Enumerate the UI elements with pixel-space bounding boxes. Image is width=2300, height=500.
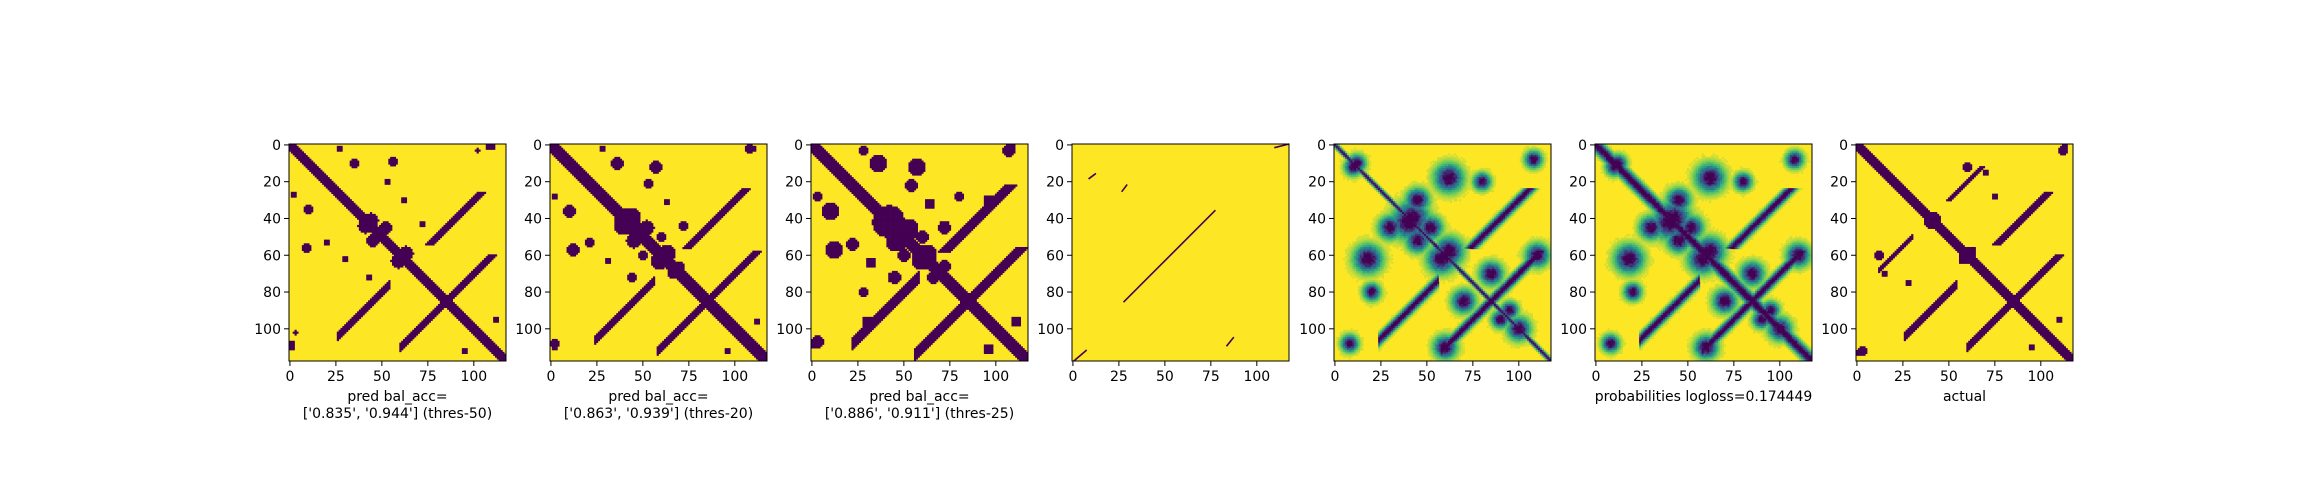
heatmap-cell xyxy=(818,199,820,201)
heatmap-cell xyxy=(405,201,407,203)
heatmap-cell xyxy=(644,258,646,260)
heatmap-cell xyxy=(881,170,883,172)
heatmap-cell xyxy=(340,150,342,152)
heatmap-cell xyxy=(649,186,651,188)
heatmap-cell xyxy=(574,254,576,256)
heatmap-cell xyxy=(309,212,311,214)
x-tick-label: 100 xyxy=(721,369,748,385)
heatmap-cell xyxy=(833,218,835,220)
heatmap-cell xyxy=(295,195,297,197)
heatmap-cell xyxy=(401,265,403,267)
heatmap-cell xyxy=(657,354,659,356)
heatmap-cell xyxy=(466,352,468,354)
x-tick-label: 75 xyxy=(419,369,437,385)
heatmap-panel-3: 0 25 50 75 100020406080100pred bal_acc=['0.8… xyxy=(776,138,1028,422)
x-axis-label: ['0.863', '0.939'] (thres-20) xyxy=(564,406,753,422)
x-tick-label: 25 xyxy=(588,369,606,385)
y-tick-label: 20 xyxy=(263,175,281,191)
y-tick-label: 60 xyxy=(524,248,542,264)
y-tick-label: 100 xyxy=(254,322,281,338)
heatmap-cell xyxy=(364,232,366,234)
heatmap-cell xyxy=(1010,155,1012,157)
y-tick-label: 80 xyxy=(263,285,281,301)
heatmap-cell xyxy=(684,229,686,231)
heatmap-cell xyxy=(636,245,638,247)
heatmap-cell xyxy=(590,245,592,247)
heatmap-cell xyxy=(497,321,499,323)
heatmap-cell xyxy=(374,245,376,247)
heatmap-cell xyxy=(295,333,297,335)
heatmap-cell xyxy=(750,151,752,153)
y-tick-label: 100 xyxy=(515,322,542,338)
x-tick-label: 0 xyxy=(285,369,294,385)
x-tick-label: 50 xyxy=(634,369,652,385)
heatmap-cell xyxy=(293,348,295,350)
heatmap-cell xyxy=(912,190,914,192)
y-tick-label: 0 xyxy=(272,138,281,154)
heatmap-cell xyxy=(864,153,866,155)
heatmap-cell xyxy=(556,197,558,199)
heatmap-panel-2: 0 25 50 75 100 0 20 40 60 80 100 pred bal_acc=['0.8… xyxy=(515,138,767,422)
y-tick-label: 60 xyxy=(263,248,281,264)
heatmap-cell xyxy=(346,260,348,262)
heatmap-cell xyxy=(758,322,760,324)
heatmap-cell xyxy=(662,240,664,242)
heatmap-cell xyxy=(603,150,605,152)
heatmap-cell xyxy=(960,199,962,201)
heatmap-cell xyxy=(668,203,670,205)
heatmap-cell xyxy=(556,348,558,350)
heatmap-cell xyxy=(609,262,611,264)
x-axis-label: ['0.835', '0.944'] (thres-50) xyxy=(303,406,492,422)
y-tick-label: 20 xyxy=(524,175,542,191)
x-axis-label: pred bal_acc= xyxy=(347,389,447,405)
heatmap-panel-1: 0 25 50 75 100 0 20 40 60 80 100 pred bal_acc=['0.8… xyxy=(254,138,506,422)
heatmap-cell xyxy=(920,173,922,175)
x-tick-label: 100 xyxy=(460,369,487,385)
heatmap-cell xyxy=(932,207,934,209)
heatmap-cell xyxy=(337,339,339,341)
y-tick-label: 80 xyxy=(524,285,542,301)
heatmap-cell xyxy=(594,343,596,345)
x-axis-label: pred bal_acc= xyxy=(608,389,708,405)
heatmap-cell xyxy=(754,150,756,152)
y-tick-label: 40 xyxy=(524,211,542,227)
x-tick-label: 25 xyxy=(327,369,345,385)
heatmap-cell xyxy=(657,172,659,174)
heatmap-cell xyxy=(728,352,730,354)
heatmap-cell xyxy=(399,350,401,352)
x-tick-label: 50 xyxy=(373,369,391,385)
heatmap-cell xyxy=(618,168,620,170)
heatmap-cell xyxy=(398,267,400,269)
heatmap-cell xyxy=(388,183,390,185)
heatmap-cell xyxy=(690,247,692,249)
y-tick-label: 0 xyxy=(533,138,542,154)
heatmap-cell xyxy=(394,164,396,166)
heatmap-cell xyxy=(570,216,572,218)
heatmap-cell xyxy=(307,251,309,253)
heatmap-cell xyxy=(355,166,357,168)
heatmap-cell xyxy=(493,148,495,150)
heatmap-cell xyxy=(633,247,635,249)
heatmap-cell xyxy=(370,278,372,280)
heatmap-cell xyxy=(633,280,635,282)
heatmap-cell xyxy=(662,267,664,269)
heatmap-cell xyxy=(423,225,425,227)
heatmap-cell xyxy=(477,151,479,153)
x-tick-label: 75 xyxy=(680,369,698,385)
x-tick-label: 0 xyxy=(546,369,555,385)
y-tick-label: 40 xyxy=(263,211,281,227)
heatmap-cell xyxy=(328,243,330,245)
heatmap-cell xyxy=(432,243,434,245)
